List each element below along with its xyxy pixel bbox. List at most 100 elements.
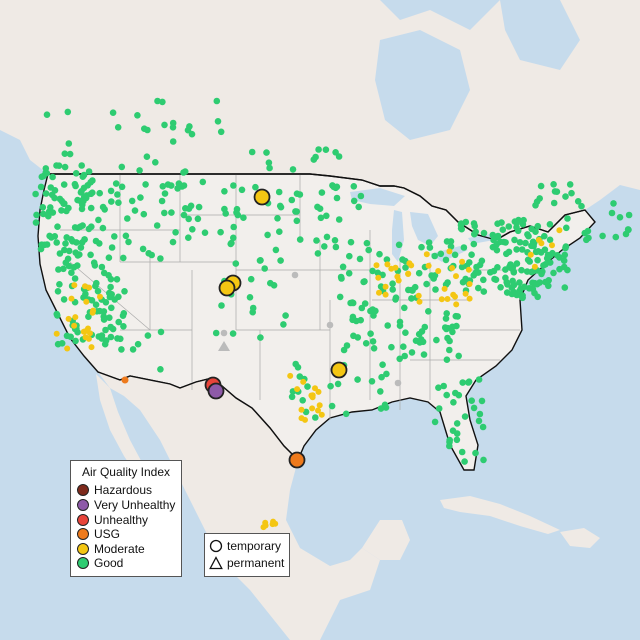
good-site-marker[interactable] — [568, 189, 575, 197]
good-site-marker[interactable] — [476, 410, 484, 418]
good-site-marker[interactable] — [315, 146, 322, 153]
good-site-marker[interactable] — [423, 280, 430, 288]
good-site-marker[interactable] — [95, 216, 102, 224]
good-site-marker[interactable] — [431, 252, 439, 260]
good-site-marker[interactable] — [113, 276, 121, 283]
good-site-marker[interactable] — [72, 170, 80, 177]
good-site-marker[interactable] — [48, 191, 56, 199]
good-site-marker[interactable] — [221, 188, 228, 195]
good-site-marker[interactable] — [480, 456, 487, 464]
good-site-marker[interactable] — [468, 251, 475, 258]
good-site-marker[interactable] — [526, 258, 533, 265]
good-site-marker[interactable] — [451, 251, 459, 259]
good-site-marker[interactable] — [513, 260, 521, 267]
good-site-marker[interactable] — [56, 195, 64, 203]
moderate-site-marker[interactable] — [459, 258, 466, 265]
good-site-marker[interactable] — [345, 270, 353, 277]
good-site-marker[interactable] — [89, 177, 96, 184]
inactive-site-marker[interactable] — [220, 329, 228, 337]
good-site-marker[interactable] — [299, 397, 307, 404]
good-site-marker[interactable] — [248, 148, 256, 156]
good-site-marker[interactable] — [168, 209, 175, 216]
good-site-marker[interactable] — [442, 256, 450, 264]
good-site-marker[interactable] — [39, 204, 47, 211]
good-site-marker[interactable] — [502, 239, 509, 246]
good-site-marker[interactable] — [71, 275, 79, 282]
moderate-site-marker[interactable] — [80, 328, 87, 335]
good-site-marker[interactable] — [338, 275, 345, 282]
good-site-marker[interactable] — [350, 183, 358, 190]
good-site-marker[interactable] — [96, 307, 104, 315]
good-site-marker[interactable] — [525, 232, 532, 240]
good-site-marker[interactable] — [91, 262, 99, 269]
good-site-marker[interactable] — [487, 269, 494, 276]
good-site-marker[interactable] — [134, 112, 141, 119]
moderate-site-marker[interactable] — [527, 251, 534, 258]
good-site-marker[interactable] — [461, 458, 468, 465]
good-site-marker[interactable] — [102, 326, 109, 334]
good-site-marker[interactable] — [518, 266, 525, 274]
good-site-marker[interactable] — [317, 214, 325, 222]
good-site-marker[interactable] — [74, 262, 81, 269]
good-site-marker[interactable] — [232, 260, 240, 267]
good-site-marker[interactable] — [513, 246, 520, 253]
good-site-marker[interactable] — [440, 382, 448, 390]
good-site-marker[interactable] — [105, 254, 113, 261]
good-site-marker[interactable] — [180, 182, 188, 189]
good-site-marker[interactable] — [257, 257, 264, 264]
good-site-marker[interactable] — [425, 239, 433, 246]
good-site-marker[interactable] — [473, 263, 480, 271]
good-site-marker[interactable] — [396, 355, 404, 363]
good-site-marker[interactable] — [118, 183, 126, 191]
moderate-site-marker[interactable] — [466, 281, 473, 287]
good-site-marker[interactable] — [148, 251, 155, 259]
moderate-site-marker[interactable] — [375, 274, 382, 281]
highlighted-site-marker[interactable] — [330, 361, 348, 379]
good-site-marker[interactable] — [442, 315, 450, 322]
good-site-marker[interactable] — [420, 351, 428, 358]
moderate-site-marker[interactable] — [538, 240, 545, 247]
good-site-marker[interactable] — [118, 346, 125, 353]
good-site-marker[interactable] — [288, 196, 296, 204]
good-site-marker[interactable] — [313, 237, 320, 244]
good-site-marker[interactable] — [264, 231, 271, 239]
good-site-marker[interactable] — [493, 246, 501, 254]
good-site-marker[interactable] — [441, 324, 449, 331]
good-site-marker[interactable] — [536, 195, 543, 202]
good-site-marker[interactable] — [106, 314, 113, 322]
good-site-marker[interactable] — [478, 257, 486, 265]
good-site-marker[interactable] — [425, 308, 432, 315]
moderate-site-marker[interactable] — [85, 325, 91, 332]
good-site-marker[interactable] — [376, 250, 383, 258]
good-site-marker[interactable] — [55, 162, 63, 169]
moderate-site-marker[interactable] — [64, 345, 71, 352]
good-site-marker[interactable] — [349, 313, 357, 321]
moderate-site-marker[interactable] — [302, 416, 308, 423]
good-site-marker[interactable] — [494, 232, 502, 240]
good-site-marker[interactable] — [479, 423, 487, 431]
good-site-marker[interactable] — [389, 280, 396, 288]
good-site-marker[interactable] — [47, 204, 54, 211]
good-site-marker[interactable] — [323, 233, 331, 241]
good-site-marker[interactable] — [431, 418, 439, 426]
moderate-site-marker[interactable] — [466, 295, 473, 302]
good-site-marker[interactable] — [502, 274, 509, 282]
good-site-marker[interactable] — [32, 190, 39, 198]
good-site-marker[interactable] — [563, 224, 570, 232]
good-site-marker[interactable] — [369, 267, 376, 275]
moderate-site-marker[interactable] — [416, 298, 423, 305]
good-site-marker[interactable] — [381, 401, 389, 409]
good-site-marker[interactable] — [218, 302, 225, 309]
moderate-site-marker[interactable] — [87, 330, 93, 337]
good-site-marker[interactable] — [60, 181, 68, 188]
good-site-marker[interactable] — [60, 296, 68, 303]
moderate-site-marker[interactable] — [318, 411, 325, 418]
good-site-marker[interactable] — [45, 212, 52, 220]
good-site-marker[interactable] — [180, 211, 188, 219]
good-site-marker[interactable] — [408, 349, 416, 356]
moderate-site-marker[interactable] — [315, 388, 322, 395]
good-site-marker[interactable] — [453, 436, 461, 444]
good-site-marker[interactable] — [56, 250, 64, 257]
moderate-site-marker[interactable] — [72, 314, 79, 321]
good-site-marker[interactable] — [537, 249, 545, 256]
